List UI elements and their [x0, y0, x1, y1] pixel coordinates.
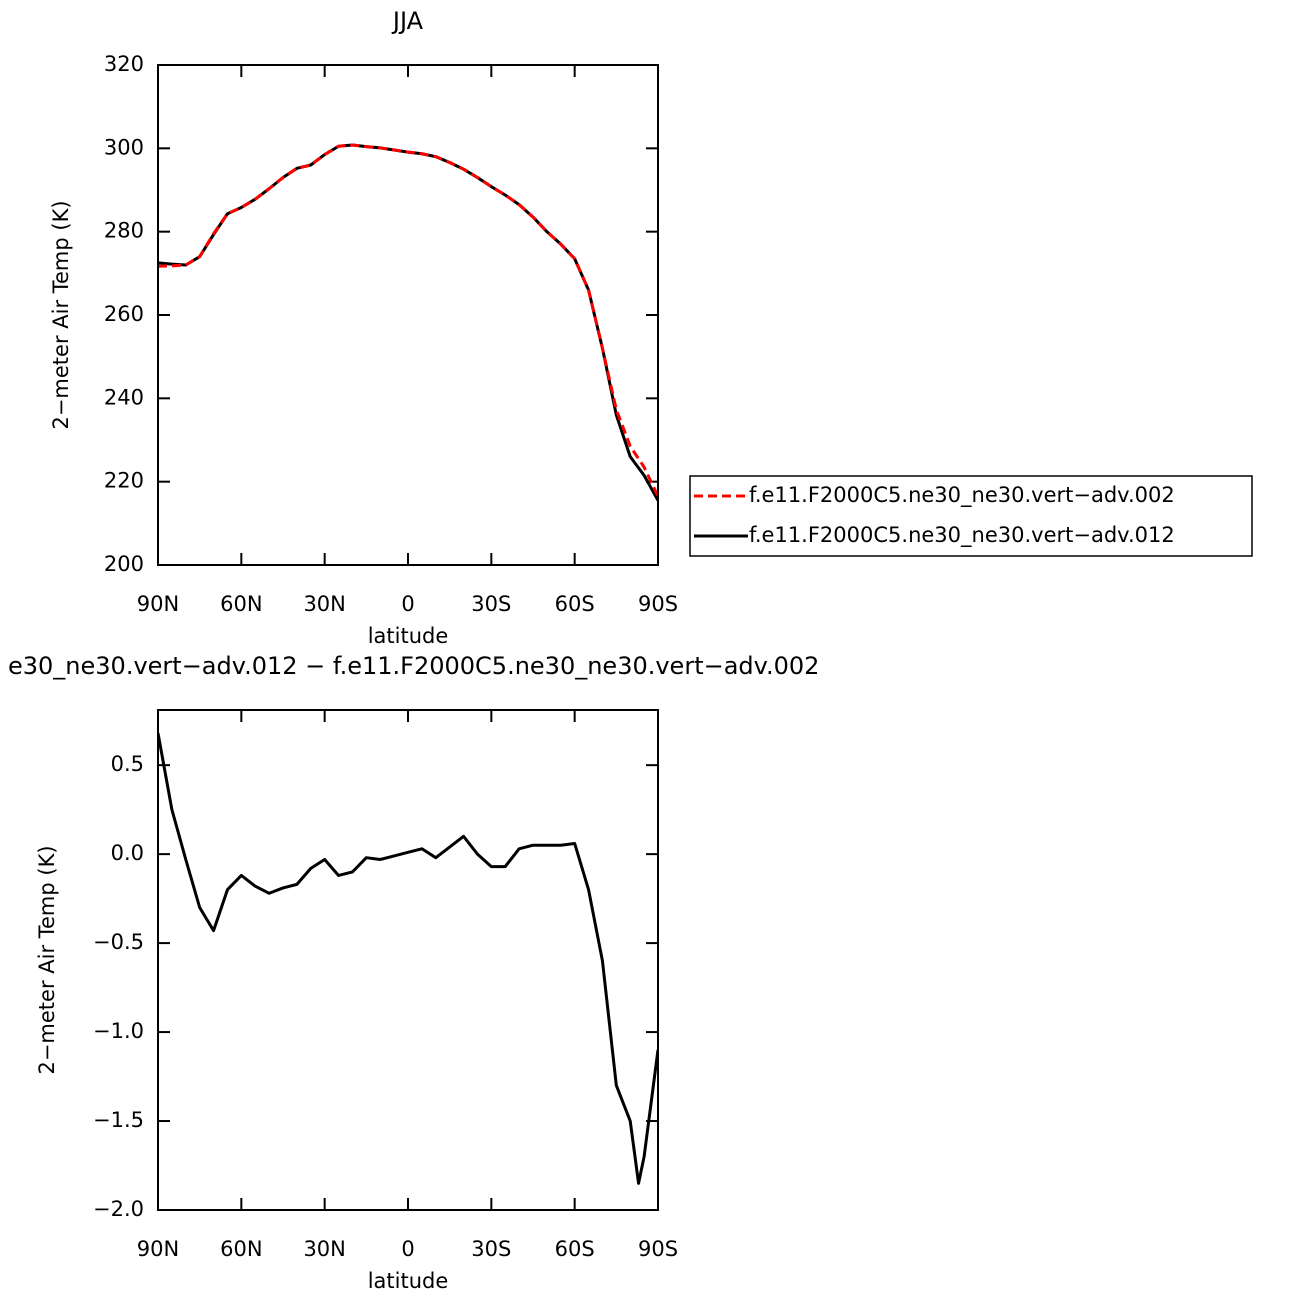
x-tick-label: 90S [638, 592, 678, 616]
y-tick-label: 240 [104, 385, 144, 409]
x-axis-label: latitude [368, 1269, 449, 1293]
y-axis-label: 2−meter Air Temp (K) [49, 200, 73, 429]
legend-box [689, 475, 1253, 557]
plot-frame [157, 64, 659, 566]
data-line [158, 143, 658, 502]
y-tick-label: 260 [104, 302, 144, 326]
x-tick-label: 90N [137, 1237, 179, 1261]
chart-title: JJA [391, 7, 424, 35]
y-tick-label: −0.5 [93, 930, 144, 954]
x-tick-label: 60S [555, 592, 595, 616]
data-line [158, 732, 658, 1185]
y-axis-label: 2−meter Air Temp (K) [35, 845, 59, 1074]
x-tick-label: 30S [471, 1237, 511, 1261]
x-tick-label: 30N [303, 1237, 345, 1261]
y-tick-label: −2.0 [93, 1197, 144, 1221]
x-tick-label: 90S [638, 1237, 678, 1261]
x-tick-label: 60N [220, 592, 262, 616]
legend-label: f.e11.F2000C5.ne30_ne30.vert−adv.012 [749, 523, 1175, 548]
data-line [158, 143, 658, 497]
x-tick-label: 30N [303, 592, 345, 616]
y-tick-label: −1.0 [93, 1019, 144, 1043]
x-tick-label: 90N [137, 592, 179, 616]
y-tick-label: 200 [104, 552, 144, 576]
x-tick-label: 60N [220, 1237, 262, 1261]
x-tick-label: 60S [555, 1237, 595, 1261]
y-tick-label: 320 [104, 52, 144, 76]
x-tick-label: 30S [471, 592, 511, 616]
x-tick-label: 0 [401, 592, 414, 616]
chart-title: e30_ne30.vert−adv.012 − f.e11.F2000C5.ne… [8, 652, 819, 680]
y-tick-label: −1.5 [93, 1108, 144, 1132]
y-tick-label: 300 [104, 135, 144, 159]
y-tick-label: 280 [104, 219, 144, 243]
y-tick-label: 0.0 [111, 841, 144, 865]
plot-frame [157, 709, 659, 1211]
legend-label: f.e11.F2000C5.ne30_ne30.vert−adv.002 [749, 483, 1175, 508]
x-axis-label: latitude [368, 624, 449, 648]
x-tick-label: 0 [401, 1237, 414, 1261]
y-tick-label: 0.5 [111, 752, 144, 776]
y-tick-label: 220 [104, 469, 144, 493]
